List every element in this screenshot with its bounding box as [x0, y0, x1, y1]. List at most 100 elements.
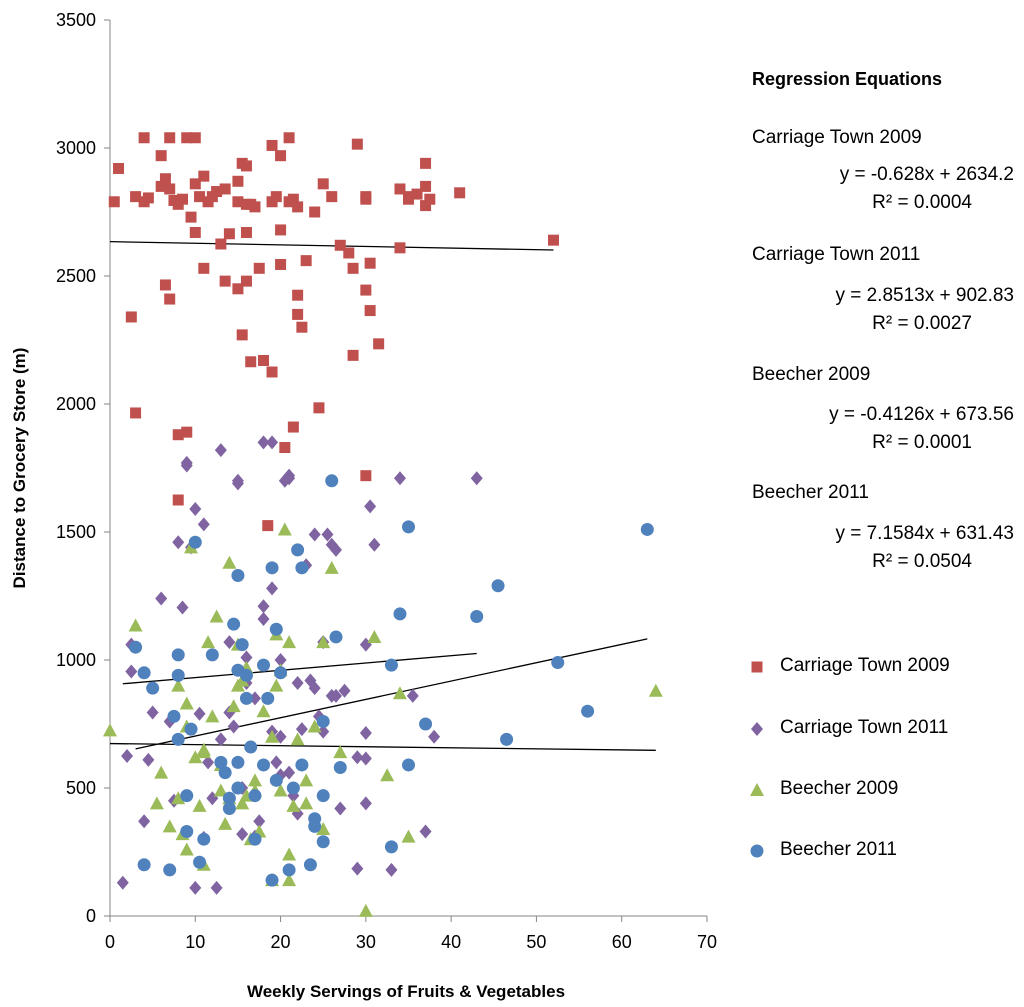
data-point	[330, 542, 343, 557]
data-point	[316, 635, 331, 649]
data-point	[213, 783, 228, 797]
x-tick-label: 50	[526, 932, 546, 952]
data-point	[181, 426, 193, 438]
data-point	[197, 517, 210, 532]
data-point	[214, 443, 227, 458]
data-point	[403, 193, 414, 205]
equation-label-b2011: Beecher 2011	[752, 482, 869, 503]
data-point	[231, 755, 245, 769]
data-point	[313, 402, 325, 414]
data-point	[300, 255, 312, 267]
data-point	[198, 262, 210, 274]
data-point	[253, 262, 265, 274]
y-tick-label: 500	[66, 778, 96, 798]
data-point	[223, 635, 236, 650]
data-point	[500, 732, 514, 746]
data-point	[163, 863, 177, 877]
data-point	[137, 666, 151, 680]
x-axis-title: Weekly Servings of Fruits & Vegetables	[247, 982, 565, 1001]
data-point	[385, 862, 398, 877]
data-point	[347, 262, 359, 274]
data-point	[222, 801, 236, 815]
data-point	[189, 501, 202, 516]
data-point	[367, 629, 382, 643]
data-point	[269, 773, 283, 787]
data-point	[236, 827, 249, 842]
data-point	[192, 798, 207, 812]
data-point	[171, 668, 185, 682]
trendline	[109, 240, 554, 251]
data-point	[581, 704, 595, 718]
data-point	[547, 234, 559, 246]
data-point	[162, 819, 177, 833]
data-point	[205, 648, 219, 662]
data-point	[210, 880, 223, 895]
data-point	[406, 688, 419, 703]
data-point	[373, 338, 385, 350]
data-point	[231, 476, 244, 491]
data-point	[358, 903, 373, 917]
legend-label-b2009: Beecher 2009	[780, 778, 899, 799]
series-triangle	[103, 522, 663, 917]
equation-ct2011: y = 2.8513x + 902.83	[835, 285, 1014, 306]
data-point	[226, 699, 241, 713]
data-point	[137, 858, 151, 872]
data-point	[240, 160, 252, 172]
r2-ct2009: R² = 0.0004	[872, 192, 972, 213]
data-point	[329, 630, 343, 644]
data-point	[159, 279, 171, 291]
data-point	[262, 520, 274, 532]
x-tick-label: 60	[612, 932, 632, 952]
data-point	[164, 293, 176, 305]
data-point	[116, 875, 129, 890]
x-tick-label: 20	[271, 932, 291, 952]
data-point	[283, 765, 296, 780]
data-point	[303, 858, 317, 872]
data-point	[359, 725, 372, 740]
y-tick-label: 3500	[56, 10, 96, 30]
data-point	[393, 607, 407, 621]
data-point	[146, 681, 160, 695]
data-point	[231, 781, 245, 795]
x-tick-label: 30	[356, 932, 376, 952]
data-point	[292, 201, 304, 213]
data-point	[155, 591, 168, 606]
data-point	[316, 789, 330, 803]
legend-markers	[750, 661, 764, 858]
data-point	[283, 471, 296, 486]
data-point	[189, 226, 201, 238]
data-point	[359, 796, 372, 811]
data-point	[283, 132, 295, 144]
series-circle	[129, 474, 654, 887]
data-point	[257, 435, 270, 450]
data-point	[270, 755, 283, 770]
y-tick-label: 3000	[56, 138, 96, 158]
data-point	[333, 745, 348, 759]
data-point	[351, 861, 364, 876]
data-point	[164, 132, 176, 144]
data-point	[299, 773, 314, 787]
axes: 0 500 1000 1500 2000 2500 3000 3500 0 10 20 30 40 50 6…	[56, 10, 717, 952]
data-point	[184, 722, 198, 736]
data-point	[193, 855, 207, 869]
data-point	[244, 740, 258, 754]
data-point	[393, 471, 406, 486]
data-point	[282, 847, 297, 861]
data-point	[286, 781, 300, 795]
data-point	[214, 732, 227, 747]
data-point	[266, 366, 278, 378]
data-point	[364, 257, 376, 269]
data-point	[249, 201, 261, 213]
data-point	[257, 599, 270, 614]
data-point	[189, 132, 201, 144]
y-tick-label: 1000	[56, 650, 96, 670]
data-point	[240, 275, 252, 287]
data-point	[309, 206, 321, 218]
data-point	[274, 653, 287, 667]
data-point	[180, 825, 194, 839]
data-point	[299, 796, 314, 810]
data-point	[257, 658, 271, 672]
data-point	[222, 791, 236, 805]
data-point	[171, 732, 185, 746]
